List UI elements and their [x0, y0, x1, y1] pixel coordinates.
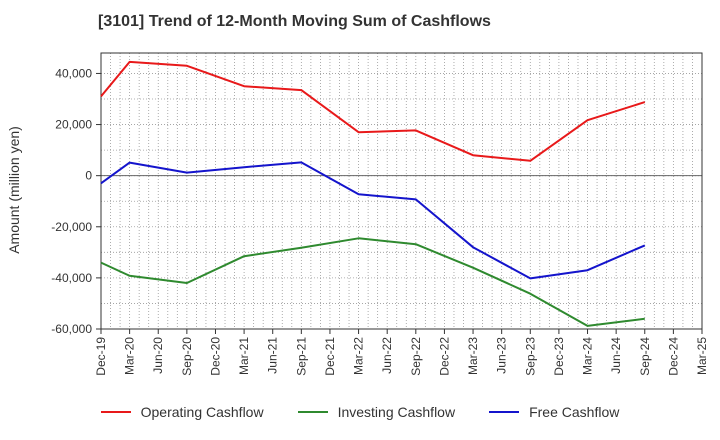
y-tick-label: -40,000 [51, 271, 92, 285]
y-tick-label: 0 [85, 169, 92, 183]
x-tick-label: Mar-22 [352, 337, 366, 375]
chart-title: [3101] Trend of 12-Month Moving Sum of C… [98, 13, 491, 30]
x-tick-label: Mar-20 [123, 337, 137, 375]
x-tick-label: Jun-21 [266, 337, 280, 374]
x-tick-label: Sep-21 [294, 337, 308, 376]
y-tick-label: 40,000 [55, 66, 92, 80]
legend-item-free-cashflow: Free Cashflow [489, 404, 619, 420]
legend: Operating Cashflow Investing Cashflow Free… [0, 404, 720, 420]
x-tick-label: Sep-20 [180, 337, 194, 376]
tick-labels: 40,000 20,000 0 -20,000 -40,000 -60,000Dec-19… [51, 66, 709, 375]
plot-frame [100, 52, 703, 330]
x-tick-label: Dec-19 [94, 337, 108, 376]
x-tick-label: Sep-24 [638, 337, 652, 376]
x-tick-label: Jun-23 [495, 337, 509, 374]
x-tick-label: Dec-24 [666, 337, 680, 376]
y-axis-label: Amount (million yen) [6, 126, 22, 254]
legend-label: Operating Cashflow [140, 404, 264, 420]
x-tick-label: Jun-20 [151, 337, 165, 374]
x-tick-label: Dec-23 [552, 337, 566, 376]
legend-swatch [100, 411, 131, 413]
operating-cashflow-line [100, 60, 646, 162]
legend-label: Free Cashflow [529, 404, 620, 420]
legend-swatch [297, 411, 328, 413]
x-tick-label: Dec-22 [437, 337, 451, 376]
y-tick-label: -60,000 [51, 322, 92, 336]
x-tick-label: Dec-20 [208, 337, 222, 376]
grid [101, 53, 702, 330]
x-tick-label: Sep-23 [523, 337, 537, 376]
free-cashflow-line [100, 161, 646, 280]
x-tick-label: Sep-22 [409, 337, 423, 376]
plot-area [101, 53, 702, 329]
x-tick-label: Dec-21 [323, 337, 337, 376]
x-tick-label: Jun-24 [609, 337, 623, 374]
legend-item-investing-cashflow: Investing Cashflow [297, 404, 456, 420]
x-tick-label: Mar-23 [466, 337, 480, 375]
investing-cashflow-line [100, 237, 645, 327]
y-tick-label: -20,000 [51, 220, 92, 234]
x-tick-label: Jun-22 [380, 337, 394, 374]
x-tick-label: Mar-25 [695, 337, 709, 375]
legend-label: Investing Cashflow [337, 404, 456, 420]
axes [96, 52, 703, 334]
legend-item-operating-cashflow: Operating Cashflow [100, 404, 264, 420]
legend-swatch [489, 411, 520, 413]
x-tick-label: Mar-24 [581, 337, 595, 375]
x-tick-label: Mar-21 [237, 337, 251, 375]
y-tick-label: 20,000 [55, 118, 92, 132]
series [100, 60, 646, 327]
